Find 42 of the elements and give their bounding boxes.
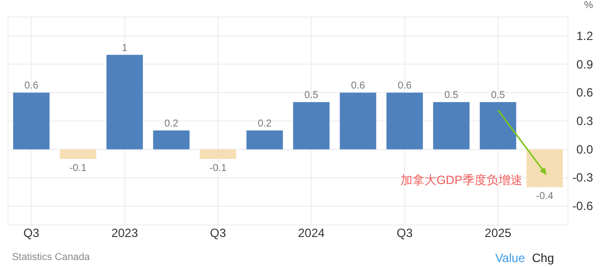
data-label: 0.2 [258,118,272,130]
data-label: 0.5 [444,90,459,102]
x-tick-label: 2025 [484,226,512,240]
bar [340,92,376,150]
y-tick-label: 0.6 [576,86,594,100]
x-tick-label: Q3 [396,226,413,240]
bar [526,149,563,188]
x-tick-label: 2023 [111,226,138,240]
data-label: 0.2 [164,118,179,130]
annotation: 加拿大GDP季度负增速 [400,173,522,188]
data-label: -0.1 [69,162,88,174]
y-tick-label: -0.6 [572,199,594,214]
bar [293,102,330,150]
bar [386,92,423,150]
y-tick-label: 0.9 [576,57,594,72]
y-tick-label: 0.3 [576,114,594,128]
text: Chg [532,251,554,265]
bar [246,130,283,150]
data-label: 1 [122,42,128,54]
data-label: 0.6 [398,80,412,92]
data-label: 0.6 [24,80,39,92]
data-label: -0.4 [536,191,554,202]
bar [200,149,236,159]
x-tick-label: Q3 [210,226,226,240]
y-tick-label: -0.3 [572,170,594,185]
bar [106,54,143,150]
y-tick-label: 0.0 [576,142,594,156]
text: Statistics Canada [12,252,90,263]
x-tick-label: Q3 [23,226,40,240]
bar [13,92,50,150]
data-label: 0.5 [304,90,319,102]
y-axis-title: % [584,0,594,11]
x-tick-label: 2024 [298,226,326,240]
data-label: 0.6 [351,80,366,92]
data-label: -0.1 [209,162,228,174]
data-label: 0.5 [491,90,506,102]
y-tick-label: 1.2 [576,28,594,43]
text: Value [495,251,526,265]
bar [60,149,96,159]
bar [153,130,190,150]
bar [480,102,516,150]
bar [433,102,470,150]
